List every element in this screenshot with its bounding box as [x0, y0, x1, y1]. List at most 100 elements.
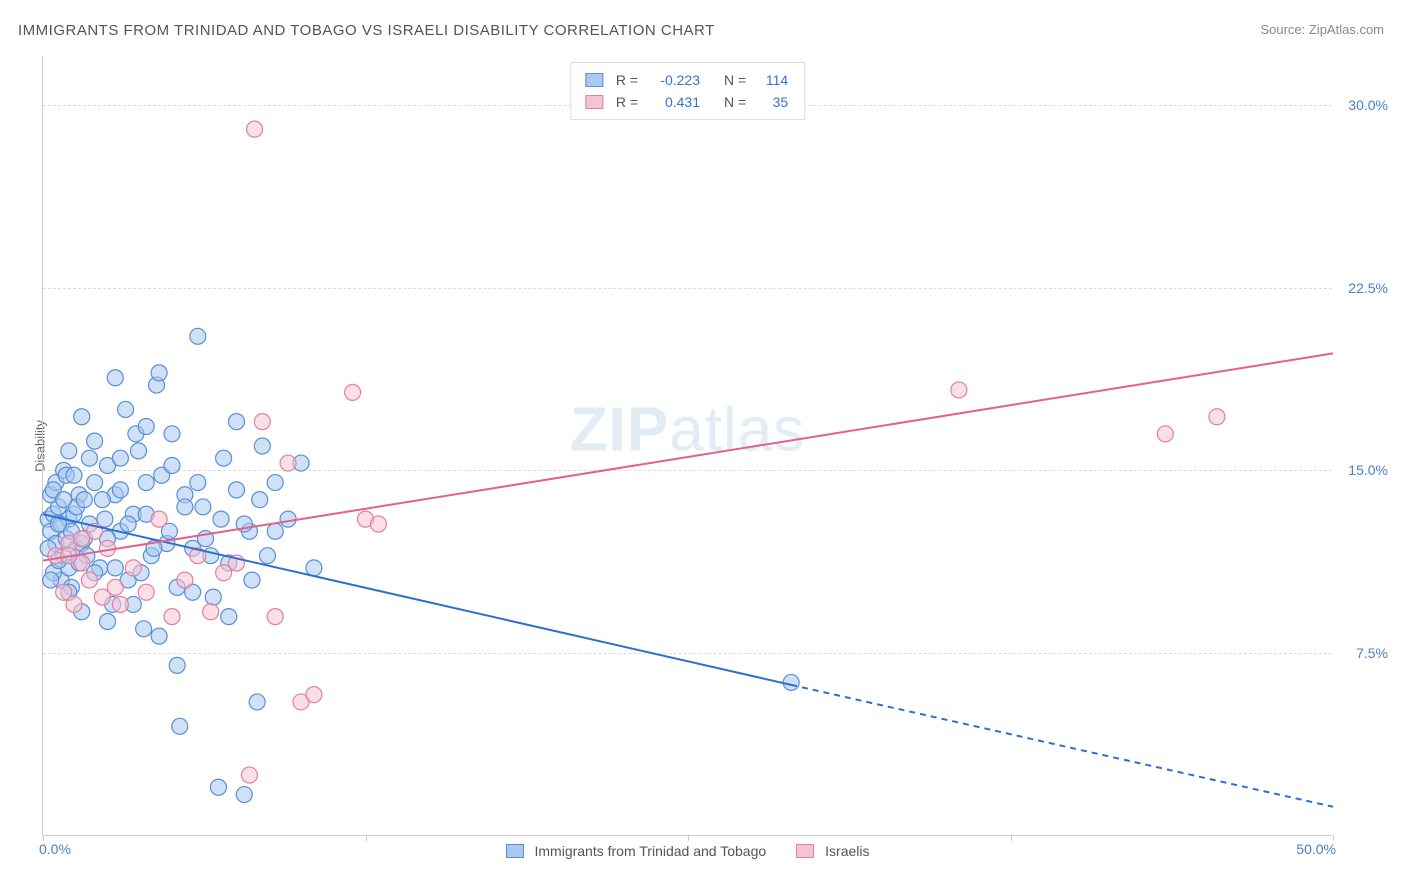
scatter-point: [249, 694, 265, 710]
scatter-point: [151, 628, 167, 644]
y-tick-label: 22.5%: [1348, 280, 1388, 296]
trend-line: [43, 514, 791, 685]
scatter-point: [74, 409, 90, 425]
scatter-point: [151, 511, 167, 527]
scatter-point: [951, 382, 967, 398]
scatter-point: [203, 604, 219, 620]
r-label: R =: [616, 91, 638, 113]
y-tick-label: 30.0%: [1348, 97, 1388, 113]
n-value: 114: [756, 69, 790, 91]
scatter-point: [280, 455, 296, 471]
legend-correlation-row: R = -0.223 N = 114: [585, 69, 790, 91]
scatter-point: [229, 482, 245, 498]
scatter-svg: [43, 56, 1332, 835]
scatter-point: [229, 414, 245, 430]
scatter-point: [81, 572, 97, 588]
x-tick: [366, 835, 367, 841]
scatter-point: [169, 657, 185, 673]
scatter-point: [164, 609, 180, 625]
x-axis-label-min: 0.0%: [39, 841, 71, 857]
scatter-point: [370, 516, 386, 532]
chart-container: IMMIGRANTS FROM TRINIDAD AND TOBAGO VS I…: [0, 0, 1406, 892]
legend-series: Immigrants from Trinidad and Tobago Israe…: [506, 843, 870, 859]
scatter-point: [76, 492, 92, 508]
scatter-point: [112, 450, 128, 466]
legend-swatch: [796, 844, 814, 858]
scatter-point: [66, 596, 82, 612]
scatter-point: [247, 121, 263, 137]
scatter-point: [107, 370, 123, 386]
y-tick-label: 7.5%: [1356, 645, 1388, 661]
r-value: -0.223: [648, 69, 702, 91]
scatter-point: [213, 511, 229, 527]
scatter-point: [164, 426, 180, 442]
scatter-point: [1157, 426, 1173, 442]
scatter-point: [136, 621, 152, 637]
legend-correlation-row: R = 0.431 N = 35: [585, 91, 790, 113]
scatter-point: [61, 443, 77, 459]
scatter-point: [138, 419, 154, 435]
scatter-point: [81, 450, 97, 466]
scatter-point: [87, 433, 103, 449]
scatter-point: [210, 779, 226, 795]
scatter-point: [267, 523, 283, 539]
scatter-point: [190, 475, 206, 491]
n-label: N =: [724, 69, 746, 91]
legend-swatch: [506, 844, 524, 858]
scatter-point: [190, 328, 206, 344]
legend-series-item: Israelis: [796, 843, 869, 859]
chart-title: IMMIGRANTS FROM TRINIDAD AND TOBAGO VS I…: [18, 22, 715, 39]
scatter-point: [172, 718, 188, 734]
scatter-point: [66, 467, 82, 483]
scatter-point: [43, 572, 59, 588]
legend-swatch: [585, 95, 603, 109]
scatter-point: [112, 482, 128, 498]
scatter-point: [280, 511, 296, 527]
scatter-point: [112, 596, 128, 612]
scatter-point: [177, 499, 193, 515]
legend-series-label: Immigrants from Trinidad and Tobago: [535, 843, 767, 859]
scatter-point: [120, 516, 136, 532]
legend-swatch: [585, 73, 603, 87]
scatter-point: [254, 414, 270, 430]
scatter-point: [216, 450, 232, 466]
scatter-point: [267, 475, 283, 491]
legend-series-label: Israelis: [825, 843, 869, 859]
scatter-point: [221, 609, 237, 625]
scatter-point: [74, 531, 90, 547]
scatter-point: [1209, 409, 1225, 425]
scatter-point: [177, 572, 193, 588]
scatter-point: [254, 438, 270, 454]
scatter-point: [205, 589, 221, 605]
scatter-point: [306, 687, 322, 703]
scatter-point: [100, 614, 116, 630]
scatter-point: [164, 458, 180, 474]
x-tick: [1011, 835, 1012, 841]
scatter-point: [306, 560, 322, 576]
scatter-point: [345, 384, 361, 400]
source-attribution: Source: ZipAtlas.com: [1260, 22, 1384, 37]
scatter-point: [783, 674, 799, 690]
x-axis-label-max: 50.0%: [1296, 841, 1336, 857]
n-value: 35: [756, 91, 790, 113]
legend-series-item: Immigrants from Trinidad and Tobago: [506, 843, 767, 859]
x-tick: [688, 835, 689, 841]
scatter-point: [125, 560, 141, 576]
scatter-point: [195, 499, 211, 515]
scatter-point: [138, 475, 154, 491]
r-value: 0.431: [648, 91, 702, 113]
plot-area: ZIPatlas 7.5%15.0%22.5%30.0% R =-0.223N …: [42, 56, 1332, 836]
scatter-point: [236, 787, 252, 803]
r-label: R =: [616, 69, 638, 91]
n-label: N =: [724, 91, 746, 113]
scatter-point: [94, 492, 110, 508]
scatter-point: [107, 579, 123, 595]
scatter-point: [130, 443, 146, 459]
scatter-point: [118, 401, 134, 417]
y-tick-label: 15.0%: [1348, 462, 1388, 478]
trend-line: [43, 353, 1333, 560]
scatter-point: [244, 572, 260, 588]
scatter-point: [87, 475, 103, 491]
scatter-point: [56, 492, 72, 508]
trend-line-extension: [791, 685, 1333, 807]
